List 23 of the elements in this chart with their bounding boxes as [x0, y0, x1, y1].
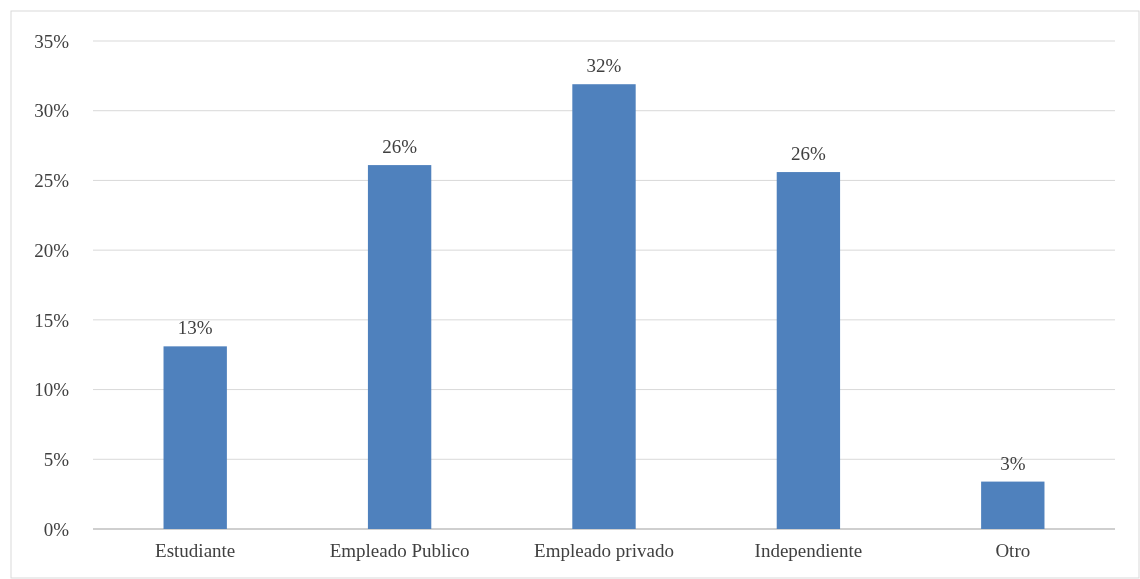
data-label: 13%	[177, 317, 213, 339]
y-tick-label: 0%	[43, 518, 70, 540]
bar	[163, 346, 227, 529]
data-label: 26%	[382, 136, 418, 158]
y-tick-label: 10%	[34, 379, 70, 401]
x-tick-label: Estudiante	[155, 540, 236, 561]
x-tick-label: Otro	[995, 540, 1031, 561]
bar	[572, 84, 636, 529]
y-tick-label: 35%	[34, 30, 70, 52]
x-tick-label: Empleado privado	[534, 540, 674, 561]
y-tick-label: 30%	[34, 100, 70, 122]
data-label: 32%	[586, 55, 622, 77]
y-tick-label: 5%	[43, 448, 70, 470]
x-tick-label: Independiente	[754, 540, 863, 561]
y-tick-label: 20%	[34, 239, 70, 261]
bar	[367, 165, 432, 529]
x-tick-label: Empleado Publico	[329, 540, 470, 561]
data-label: 3%	[1000, 452, 1026, 474]
bar	[776, 172, 841, 529]
data-label: 26%	[790, 143, 826, 165]
y-tick-label: 15%	[34, 309, 70, 331]
y-tick-label: 25%	[34, 170, 70, 192]
bar	[981, 481, 1045, 529]
